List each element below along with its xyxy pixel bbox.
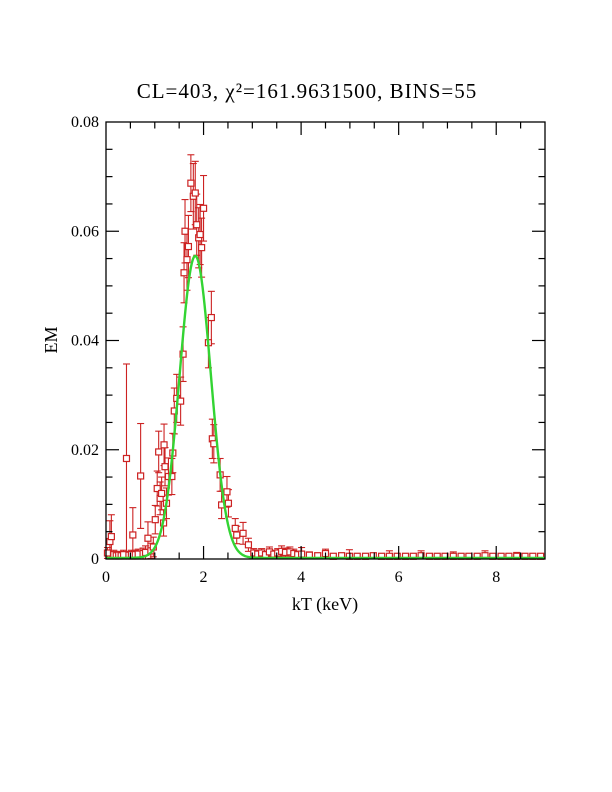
y-tick-label: 0.06 <box>71 223 99 240</box>
data-point <box>191 189 199 197</box>
data-point <box>196 230 204 239</box>
model-curve-layer <box>105 254 546 560</box>
x-tick-label: 4 <box>297 569 305 586</box>
chart-title: CL=403, χ²=161.9631500, BINS=55 <box>137 79 478 103</box>
data-point <box>180 269 188 277</box>
y-tick-label: 0.04 <box>71 333 99 350</box>
data-point <box>223 488 231 496</box>
data-point <box>153 484 161 493</box>
y-tick-label: 0.08 <box>71 114 99 131</box>
data-point <box>155 448 163 456</box>
x-tick-label: 8 <box>492 569 500 586</box>
data-point <box>158 489 166 498</box>
x-tick-label: 6 <box>395 569 403 586</box>
data-point <box>181 227 189 235</box>
data-point <box>193 221 201 229</box>
y-tick-label: 0 <box>91 551 99 568</box>
data-point <box>129 531 137 539</box>
data-point <box>144 534 152 542</box>
data-point <box>183 256 191 264</box>
error-bars-layer <box>103 154 545 560</box>
data-point <box>184 242 193 251</box>
data-point <box>161 463 169 471</box>
axis-ticks-layer <box>106 122 545 559</box>
model-fit-curve <box>105 254 546 560</box>
tick-labels-layer: 0 2 4 6 8 0 0.02 0.04 0.06 0.08 <box>71 114 500 586</box>
data-point <box>199 204 208 212</box>
x-tick-label: 2 <box>200 569 208 586</box>
data-point <box>231 524 239 533</box>
x-tick-label: 0 <box>102 569 110 586</box>
data-points-layer <box>103 179 545 560</box>
data-point <box>160 441 168 449</box>
data-point <box>198 244 206 252</box>
data-point <box>122 454 131 463</box>
data-point <box>187 179 195 187</box>
data-point <box>179 350 187 358</box>
data-point <box>233 531 241 539</box>
y-axis-label: EM <box>41 327 61 354</box>
data-point <box>151 516 159 524</box>
data-point <box>224 499 233 507</box>
data-point <box>207 313 215 322</box>
data-point <box>239 529 247 537</box>
data-point <box>107 533 115 541</box>
data-point <box>244 541 253 549</box>
y-tick-label: 0.02 <box>71 442 99 459</box>
data-point <box>137 472 145 480</box>
x-axis-label: kT (keV) <box>292 594 358 615</box>
